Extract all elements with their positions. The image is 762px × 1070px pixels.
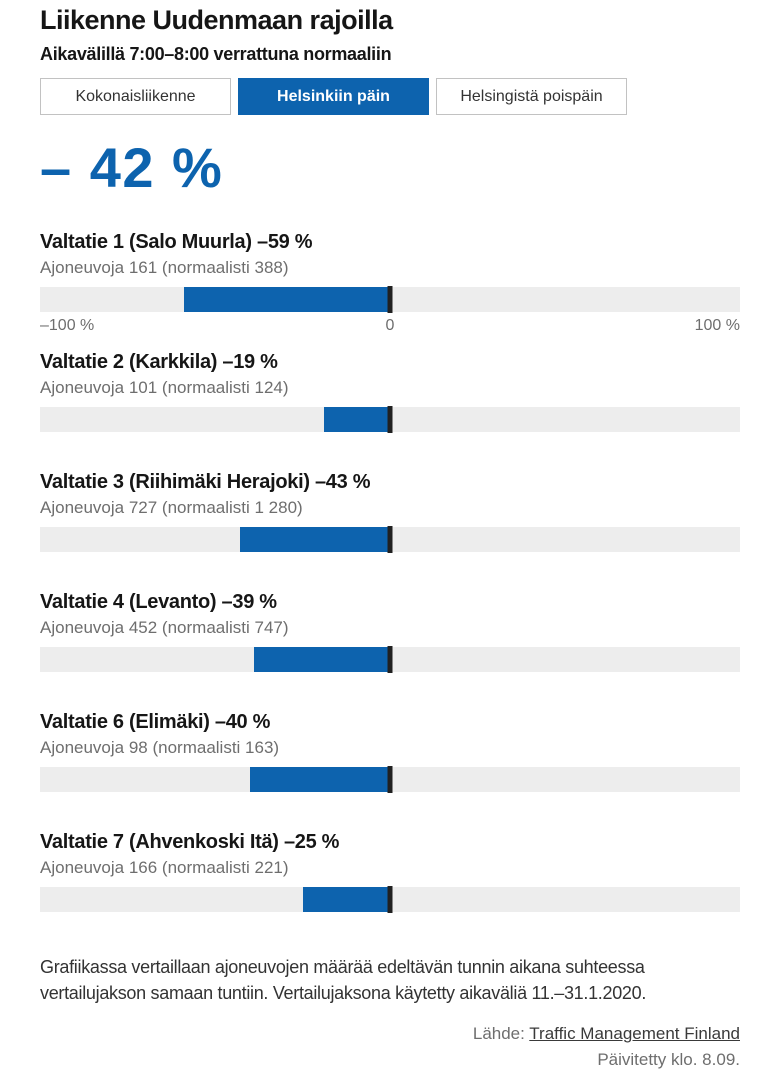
page-title: Liikenne Uudenmaan rajoilla — [40, 5, 393, 35]
road-name: Valtatie 7 (Ahvenkoski Itä) — [40, 831, 279, 853]
road-section: Valtatie 6 (Elimäki) –40 % Ajoneuvoja 98… — [40, 711, 740, 793]
road-detail: Ajoneuvoja 727 (normaalisti 1 280) — [40, 498, 303, 517]
bar-fill — [239, 527, 390, 552]
road-list: Valtatie 1 (Salo Muurla) –59 % Ajoneuvoj… — [40, 231, 740, 913]
zero-line — [387, 646, 393, 673]
road-title: Valtatie 7 (Ahvenkoski Itä) –25 % — [40, 831, 740, 854]
bar-track — [40, 766, 740, 793]
summary-change-value: – 42 % — [40, 136, 224, 199]
road-title: Valtatie 4 (Levanto) –39 % — [40, 591, 740, 614]
bar-track — [40, 406, 740, 433]
road-change: –25 % — [283, 831, 340, 853]
zero-line — [387, 286, 393, 313]
road-name: Valtatie 4 (Levanto) — [40, 591, 217, 613]
road-title: Valtatie 2 (Karkkila) –19 % — [40, 351, 740, 374]
axis-tick-max: 100 % — [694, 317, 740, 334]
road-change: –40 % — [214, 711, 271, 733]
road-name: Valtatie 3 (Riihimäki Herajoki) — [40, 471, 310, 493]
road-section: Valtatie 1 (Salo Muurla) –59 % Ajoneuvoj… — [40, 231, 740, 338]
zero-line — [387, 766, 393, 793]
bar-fill — [250, 767, 390, 792]
bar-track — [40, 646, 740, 673]
road-detail: Ajoneuvoja 166 (normaalisti 221) — [40, 858, 289, 877]
tab-helsingista-poispain[interactable]: Helsingistä poispäin — [436, 78, 627, 115]
axis-tick-min: –100 % — [40, 317, 95, 334]
page-subtitle: Aikavälillä 7:00–8:00 verrattuna normaal… — [40, 44, 392, 64]
bar-fill — [323, 407, 390, 432]
bar-track — [40, 526, 740, 553]
axis-tick-zero: 0 — [385, 317, 395, 334]
road-change: –19 % — [222, 351, 278, 373]
bar-fill — [253, 647, 390, 672]
road-change: –43 % — [314, 471, 371, 493]
tab-helsinkiin-pain[interactable]: Helsinkiin päin — [238, 78, 429, 115]
zero-line — [387, 406, 393, 433]
road-detail: Ajoneuvoja 161 (normaalisti 388) — [40, 258, 289, 277]
road-change: –59 % — [257, 231, 313, 253]
road-section: Valtatie 4 (Levanto) –39 % Ajoneuvoja 45… — [40, 591, 740, 673]
source-link[interactable]: Traffic Management Finland — [529, 1024, 740, 1043]
road-title: Valtatie 3 (Riihimäki Herajoki) –43 % — [40, 471, 740, 494]
road-detail: Ajoneuvoja 98 (normaalisti 163) — [40, 738, 280, 757]
zero-line — [387, 526, 393, 553]
updated-timestamp: Päivitetty klo. 8.09. — [597, 1050, 740, 1069]
road-name: Valtatie 2 (Karkkila) — [40, 351, 218, 373]
road-detail: Ajoneuvoja 101 (normaalisti 124) — [40, 378, 289, 397]
road-section: Valtatie 3 (Riihimäki Herajoki) –43 % Aj… — [40, 471, 740, 553]
road-section: Valtatie 7 (Ahvenkoski Itä) –25 % Ajoneu… — [40, 831, 740, 913]
direction-tabs: Kokonaisliikenne Helsinkiin päin Helsing… — [40, 78, 740, 115]
road-section: Valtatie 2 (Karkkila) –19 % Ajoneuvoja 1… — [40, 351, 740, 433]
road-name: Valtatie 6 (Elimäki) — [40, 711, 210, 733]
zero-line — [387, 886, 393, 913]
bar-fill — [302, 887, 390, 912]
axis-labels: –100 % 0 100 % — [40, 317, 740, 338]
tab-kokonaisliikenne[interactable]: Kokonaisliikenne — [40, 78, 231, 115]
road-title: Valtatie 6 (Elimäki) –40 % — [40, 711, 740, 734]
road-title: Valtatie 1 (Salo Muurla) –59 % — [40, 231, 740, 254]
source-label: Lähde: — [472, 1024, 530, 1043]
source-line: Lähde: Traffic Management Finland — [40, 1024, 740, 1044]
bar-fill — [183, 287, 390, 312]
road-change: –39 % — [221, 591, 278, 613]
methodology-note: Grafiikassa vertaillaan ajoneuvojen määr… — [40, 957, 647, 1003]
bar-track — [40, 886, 740, 913]
road-detail: Ajoneuvoja 452 (normaalisti 747) — [40, 618, 289, 637]
bar-track — [40, 286, 740, 313]
road-name: Valtatie 1 (Salo Muurla) — [40, 231, 252, 253]
